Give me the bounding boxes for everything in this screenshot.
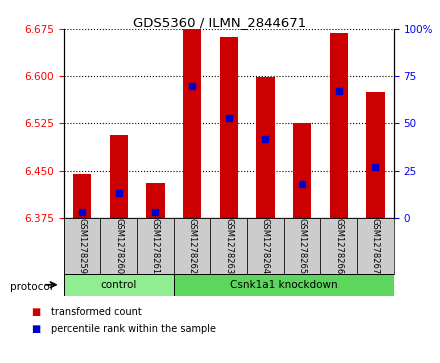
Bar xyxy=(100,218,137,274)
Text: GSM1278266: GSM1278266 xyxy=(334,218,343,274)
Bar xyxy=(320,218,357,274)
Text: ■: ■ xyxy=(31,307,40,317)
Text: GSM1278265: GSM1278265 xyxy=(297,218,307,274)
Text: transformed count: transformed count xyxy=(51,307,141,317)
Bar xyxy=(64,218,100,274)
Text: GSM1278264: GSM1278264 xyxy=(261,218,270,274)
Text: GSM1278261: GSM1278261 xyxy=(151,218,160,274)
Bar xyxy=(367,92,385,218)
Text: GSM1278259: GSM1278259 xyxy=(77,218,87,274)
Bar xyxy=(210,218,247,274)
Bar xyxy=(247,218,284,274)
Bar xyxy=(64,274,174,296)
Bar xyxy=(174,274,394,296)
Text: GSM1278267: GSM1278267 xyxy=(371,218,380,274)
Bar xyxy=(257,77,275,218)
Bar xyxy=(174,218,210,274)
Bar xyxy=(183,29,202,218)
Bar xyxy=(110,135,128,218)
Bar xyxy=(330,33,348,218)
Bar xyxy=(357,218,394,274)
Bar xyxy=(284,218,320,274)
Bar xyxy=(220,37,238,218)
Text: GSM1278262: GSM1278262 xyxy=(187,218,197,274)
Bar xyxy=(73,174,92,218)
Text: Csnk1a1 knockdown: Csnk1a1 knockdown xyxy=(230,280,337,290)
Bar xyxy=(146,183,165,218)
Bar xyxy=(293,123,312,218)
Text: percentile rank within the sample: percentile rank within the sample xyxy=(51,323,216,334)
Text: GSM1278263: GSM1278263 xyxy=(224,218,233,274)
Text: GSM1278260: GSM1278260 xyxy=(114,218,123,274)
Text: control: control xyxy=(101,280,137,290)
Text: GDS5360 / ILMN_2844671: GDS5360 / ILMN_2844671 xyxy=(133,16,307,29)
Text: protocol: protocol xyxy=(10,282,52,292)
Bar xyxy=(137,218,174,274)
Text: ■: ■ xyxy=(31,323,40,334)
